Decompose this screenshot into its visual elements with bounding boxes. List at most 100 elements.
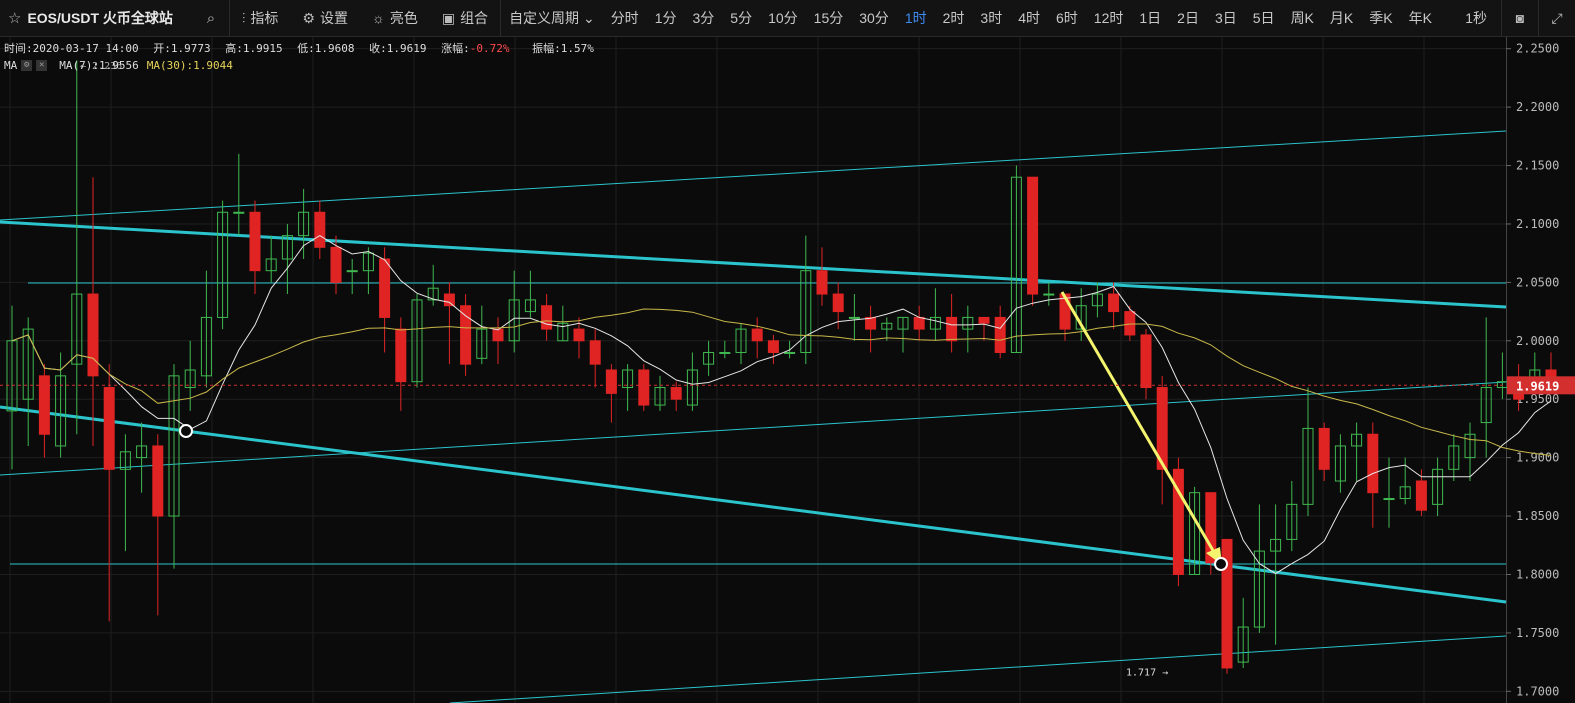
settings-button[interactable]: ⚙ 设置 [290,0,360,36]
low-annotation: 1.717 → [1126,667,1168,678]
period-tab[interactable]: 年K [1408,10,1432,26]
candle-body [800,270,812,353]
candle-body [1351,433,1363,447]
candle-body [848,316,860,319]
period-tab[interactable]: 3时 [980,10,1003,26]
candle-body [298,211,310,237]
candle-body [816,270,828,295]
candle-body [1221,538,1233,669]
period-tab[interactable]: 1日 [1139,10,1162,26]
candle-body [784,351,796,354]
candlestick-chart[interactable]: 2.25002.20002.15002.10002.05002.00001.95… [0,37,1575,703]
candle-body [1091,293,1103,307]
candle-body [1043,293,1055,296]
combo-icon: ▣ [441,9,456,26]
candle-body [654,387,666,406]
ma-legend: MA ⚙ ✕ MA(7):1.9556 MA(30):1.9044 [4,59,233,72]
candle-body [217,211,229,318]
y-tick-label: 2.0500 [1516,275,1559,289]
period-tab[interactable]: 15分 [813,10,844,26]
toolbar-divider [500,0,502,36]
candle-body [962,316,974,330]
candle-body [573,328,585,342]
current-price-label: 1.9619 [1516,379,1559,393]
candle-body [1156,387,1168,470]
candle-body [929,316,941,330]
candle-body [686,369,698,406]
custom-period-dropdown[interactable]: 自定义周期 ⌄ [501,8,603,28]
anchor-point [179,424,193,438]
period-tab[interactable]: 2时 [942,10,965,26]
period-tab[interactable]: 5分 [730,10,753,26]
candle-body [1253,550,1265,628]
candle-body [978,316,990,324]
candle-body [638,369,650,406]
candle-body [913,316,925,330]
period-tab[interactable]: 3分 [692,10,715,26]
candle-body [1480,387,1492,424]
period-tabs: 分时 1分 3分 5分 10分 15分 30分 1时 2时 3时 4时 6时 12时 1日 2日 3日 5日 周K… [603,8,1440,28]
candle-body [1237,626,1249,663]
period-tab[interactable]: 10分 [768,10,798,26]
candle-body [622,369,634,389]
period-tab[interactable]: 2日 [1177,10,1199,26]
toolbar: ☆ EOS/USDT 火币全球站 ⌕ ⫶ 指标 ⚙ 设置 ☼ 亮色 ▣ 组合 自… [0,0,1575,37]
candle-body [379,258,391,318]
y-tick-label: 2.1000 [1516,217,1559,231]
ma-settings-icon[interactable]: ⚙ [21,60,33,71]
ma-close-icon[interactable]: ✕ [36,60,48,71]
period-tab[interactable]: 季K [1369,10,1393,26]
star-icon[interactable]: ☆ [8,10,22,27]
period-tab[interactable]: 1分 [654,10,677,26]
search-icon[interactable]: ⌕ [193,0,230,36]
period-tab[interactable]: 5日 [1252,10,1275,26]
combo-label: 组合 [460,10,489,26]
period-tab[interactable]: 30分 [859,10,889,26]
symbol-label: EOS/USDT [27,10,100,26]
period-tab[interactable]: 1时 [904,10,927,26]
info-open: 开:1.9773 [153,42,211,55]
candle-body [22,328,34,400]
period-tab[interactable]: 4时 [1018,10,1040,26]
fullscreen-icon[interactable]: ⤢ [1538,0,1575,36]
candle-body [136,445,148,459]
gear-icon: ⚙ [302,9,315,26]
indicators-button[interactable]: ⫶ 指标 [230,0,291,36]
candle-body [233,211,245,214]
candle-body [411,299,423,383]
period-tab[interactable]: 分时 [610,10,639,26]
candle-body [103,387,115,470]
camera-icon[interactable]: ◙ [1501,0,1538,36]
candle-body [427,287,439,301]
chevron-down-icon: ⌄ [582,10,595,26]
period-tab[interactable]: 3日 [1214,10,1237,26]
ma30-value: MA(30):1.9044 [146,59,233,72]
candle-body [119,451,131,470]
y-tick-label: 1.8500 [1516,509,1559,523]
combo-button[interactable]: ▣ 组合 [430,0,500,36]
candle-body [1189,492,1201,575]
indicators-icon: ⫶ [241,9,246,26]
ma30-line [11,308,1552,456]
candle-body [1172,468,1184,575]
refresh-interval[interactable]: 1秒 [1465,10,1487,26]
y-tick-label: 2.2500 [1516,42,1559,56]
candle-body [557,322,569,342]
candle-body [508,299,520,342]
candle-body [1432,468,1444,505]
trend-line [449,635,1507,703]
candle-body [767,340,779,353]
candle-body [200,316,212,377]
theme-button[interactable]: ☼ 亮色 [360,0,430,36]
candle-body [71,293,83,365]
candle-body [87,293,99,377]
candle-body [168,375,180,517]
indicators-label: 指标 [250,10,279,26]
period-tab[interactable]: 月K [1329,10,1354,26]
candle-body [38,375,50,435]
period-tab[interactable]: 周K [1290,10,1314,26]
symbol-selector[interactable]: ☆ EOS/USDT 火币全球站 [0,0,181,36]
period-tab[interactable]: 12时 [1093,10,1124,26]
ohlc-info: 时间:2020-03-17 14:00 开:1.9773 高:1.9915 低:… [4,40,602,56]
period-tab[interactable]: 6时 [1056,10,1078,26]
